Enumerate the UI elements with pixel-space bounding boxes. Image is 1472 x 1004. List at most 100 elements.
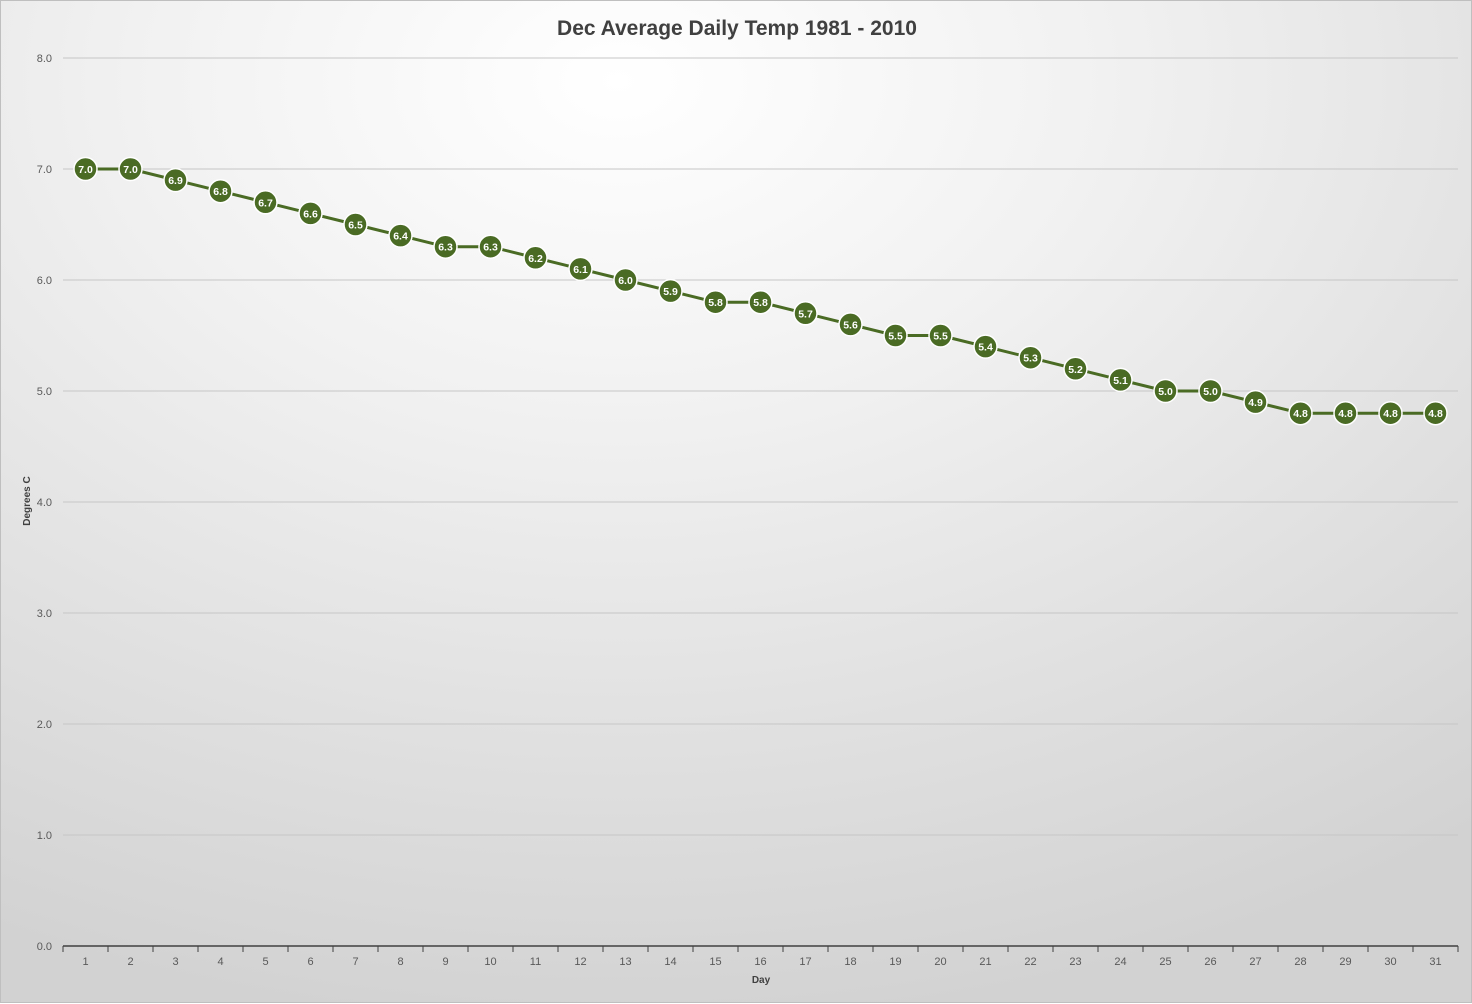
data-label: 7.0 bbox=[78, 164, 93, 176]
data-marker bbox=[1153, 378, 1178, 404]
y-tick-label: 3.0 bbox=[37, 608, 52, 620]
data-label: 4.8 bbox=[1383, 408, 1398, 420]
y-tick-label: 0.0 bbox=[37, 941, 52, 953]
data-marker bbox=[568, 256, 593, 282]
data-point: 5.9 bbox=[658, 278, 683, 304]
x-tick-label: 22 bbox=[1024, 956, 1036, 968]
x-tick-label: 18 bbox=[844, 956, 856, 968]
data-marker bbox=[478, 234, 503, 259]
data-point: 4.9 bbox=[1243, 389, 1268, 415]
data-point: 6.3 bbox=[478, 234, 503, 259]
data-point: 5.5 bbox=[928, 323, 953, 348]
data-label: 5.6 bbox=[843, 319, 858, 331]
data-marker bbox=[433, 234, 458, 259]
data-label: 6.2 bbox=[528, 253, 543, 265]
y-tick-label: 5.0 bbox=[37, 386, 52, 398]
data-label: 6.4 bbox=[393, 231, 408, 243]
x-tick-label: 21 bbox=[979, 956, 991, 968]
data-points: 7.0 7.0 6.9 6.8 6.7 6.6 6.5 6.4 6.3 6.3 6.2 6.1 6.0 5… bbox=[73, 156, 1448, 426]
y-tick-label: 6.0 bbox=[37, 275, 52, 287]
data-marker bbox=[793, 301, 818, 326]
data-marker bbox=[1423, 400, 1448, 426]
data-point: 7.0 bbox=[73, 156, 98, 182]
chart-title: Dec Average Daily Temp 1981 - 2010 bbox=[557, 17, 917, 40]
data-point: 5.0 bbox=[1198, 378, 1223, 404]
data-point: 4.8 bbox=[1378, 400, 1403, 426]
data-marker bbox=[1288, 400, 1313, 426]
y-tick-label: 1.0 bbox=[37, 830, 52, 842]
data-label: 5.8 bbox=[753, 297, 768, 309]
data-marker bbox=[838, 312, 863, 337]
data-label: 5.1 bbox=[1113, 375, 1128, 387]
data-label: 6.0 bbox=[618, 275, 633, 287]
data-label: 6.3 bbox=[483, 242, 498, 254]
data-marker bbox=[163, 167, 188, 193]
gridlines bbox=[63, 57, 1458, 836]
data-point: 5.8 bbox=[703, 289, 728, 315]
data-marker bbox=[388, 223, 413, 248]
data-label: 5.4 bbox=[978, 342, 993, 354]
data-marker bbox=[1333, 400, 1358, 426]
data-point: 5.2 bbox=[1063, 356, 1088, 382]
data-point: 5.0 bbox=[1153, 378, 1178, 404]
data-marker bbox=[1063, 356, 1088, 382]
data-marker bbox=[703, 289, 728, 315]
y-axis-tick-labels: 0.0 1.0 2.0 3.0 4.0 5.0 6.0 7.0 8.0 bbox=[37, 53, 52, 953]
data-point: 6.4 bbox=[388, 223, 413, 248]
x-tick-label: 26 bbox=[1204, 956, 1216, 968]
data-point: 5.7 bbox=[793, 301, 818, 326]
data-marker bbox=[73, 156, 98, 182]
data-marker bbox=[298, 201, 323, 226]
x-tick-label: 11 bbox=[530, 956, 541, 968]
x-tick-label: 8 bbox=[397, 956, 403, 968]
data-marker bbox=[253, 190, 278, 215]
x-tick-label: 28 bbox=[1294, 956, 1306, 968]
data-marker bbox=[658, 278, 683, 304]
data-label: 4.8 bbox=[1338, 408, 1353, 420]
data-point: 7.0 bbox=[118, 156, 143, 182]
data-label: 5.2 bbox=[1068, 364, 1083, 376]
data-point: 5.4 bbox=[973, 334, 998, 359]
x-tick-label: 20 bbox=[934, 956, 946, 968]
data-label: 6.6 bbox=[303, 208, 318, 220]
data-label: 6.5 bbox=[348, 220, 363, 232]
x-tick-label: 27 bbox=[1249, 956, 1261, 968]
data-label: 5.3 bbox=[1023, 353, 1038, 365]
x-tick-label: 14 bbox=[664, 956, 676, 968]
data-label: 5.9 bbox=[663, 286, 678, 298]
data-marker bbox=[973, 334, 998, 359]
data-marker bbox=[1378, 400, 1403, 426]
x-tick-label: 1 bbox=[82, 956, 88, 968]
x-tick-label: 31 bbox=[1429, 956, 1441, 968]
y-axis-title: Degrees C bbox=[22, 476, 33, 525]
data-label: 5.5 bbox=[933, 331, 948, 343]
data-marker bbox=[523, 245, 548, 271]
data-point: 6.3 bbox=[433, 234, 458, 259]
data-marker bbox=[1243, 389, 1268, 415]
data-label: 6.1 bbox=[573, 264, 588, 276]
x-tick-label: 5 bbox=[262, 956, 268, 968]
data-point: 5.1 bbox=[1108, 367, 1133, 393]
x-tick-label: 10 bbox=[484, 956, 496, 968]
data-label: 7.0 bbox=[123, 164, 138, 176]
data-point: 6.9 bbox=[163, 167, 188, 193]
x-tick-label: 12 bbox=[574, 956, 586, 968]
data-point: 4.8 bbox=[1423, 400, 1448, 426]
data-point: 6.0 bbox=[613, 267, 638, 293]
data-point: 5.5 bbox=[883, 323, 908, 348]
data-point: 6.7 bbox=[253, 190, 278, 215]
data-label: 6.7 bbox=[258, 197, 273, 209]
data-point: 6.5 bbox=[343, 212, 368, 237]
data-marker bbox=[208, 178, 233, 204]
y-tick-label: 2.0 bbox=[37, 719, 52, 731]
x-tick-label: 2 bbox=[127, 956, 133, 968]
data-marker bbox=[1198, 378, 1223, 404]
x-axis-title: Day bbox=[752, 975, 771, 986]
x-tick-label: 3 bbox=[172, 956, 178, 968]
data-label: 4.8 bbox=[1428, 408, 1443, 420]
x-tick-label: 9 bbox=[442, 956, 448, 968]
x-tick-label: 15 bbox=[709, 956, 721, 968]
data-point: 6.6 bbox=[298, 201, 323, 226]
data-marker bbox=[883, 323, 908, 348]
